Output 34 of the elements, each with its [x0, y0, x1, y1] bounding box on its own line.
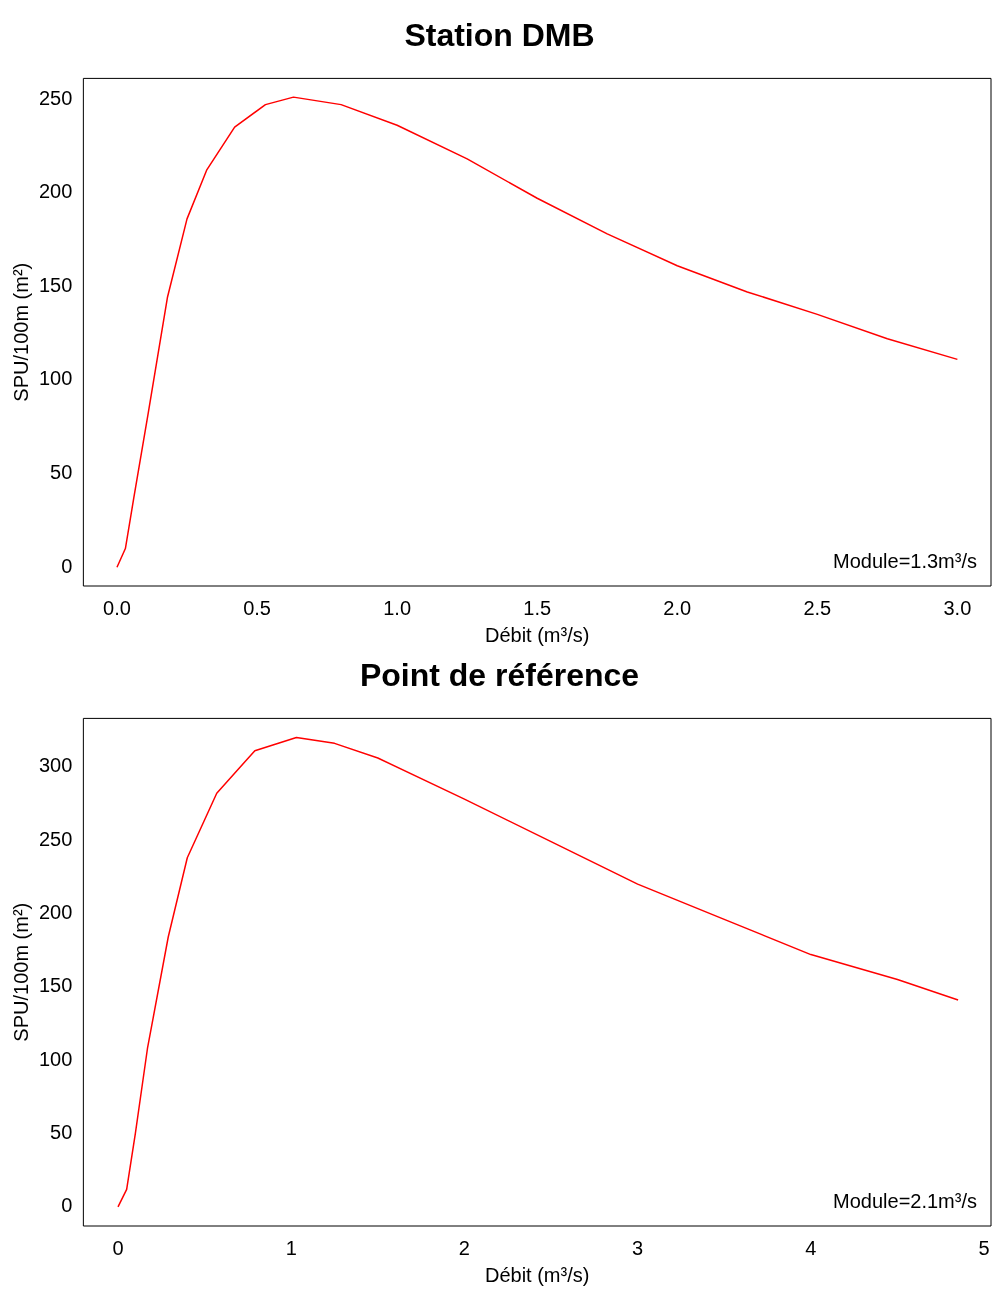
x-tick-label: 0	[112, 1236, 124, 1259]
x-tick-label: 1.0	[383, 596, 412, 619]
x-tick-label: 1.5	[523, 596, 552, 619]
x-tick-label: 0.0	[103, 596, 131, 619]
y-tick-label: 50	[50, 1121, 73, 1144]
x-tick-label: 0.5	[243, 596, 271, 619]
y-tick-label: 200	[38, 901, 73, 924]
x-tick-label: 1	[285, 1236, 297, 1259]
chart-title: Point de référence	[359, 657, 640, 694]
y-tick-label: 150	[38, 273, 73, 296]
y-tick-label: 250	[38, 86, 73, 109]
y-tick-label: 0	[61, 554, 73, 577]
y-tick-label: 100	[38, 1047, 73, 1070]
x-tick-label: 2	[458, 1236, 470, 1259]
x-tick-label: 2.0	[663, 596, 692, 619]
x-tick-label: 5	[978, 1236, 990, 1259]
chart-title: Station DMB	[404, 17, 595, 54]
y-tick-label: 250	[38, 827, 73, 850]
annotation: Module=1.3m³/s	[833, 549, 977, 572]
x-tick-label: 2.5	[803, 596, 832, 619]
y-tick-label: 0	[61, 1194, 73, 1217]
annotation: Module=2.1m³/s	[833, 1189, 977, 1212]
y-axis-title: SPU/100m (m²)	[9, 902, 32, 1042]
y-tick-label: 300	[38, 754, 73, 777]
y-tick-label: 50	[50, 461, 73, 484]
y-tick-label: 150	[38, 974, 73, 997]
y-tick-label: 200	[38, 180, 73, 203]
x-axis-title: Débit (m³/s)	[484, 623, 590, 646]
x-tick-label: 4	[805, 1236, 817, 1259]
x-tick-label: 3.0	[943, 596, 972, 619]
y-tick-label: 100	[38, 367, 73, 390]
x-axis-title: Débit (m³/s)	[484, 1263, 590, 1286]
x-tick-label: 3	[632, 1236, 644, 1259]
y-axis-title: SPU/100m (m²)	[9, 262, 32, 402]
